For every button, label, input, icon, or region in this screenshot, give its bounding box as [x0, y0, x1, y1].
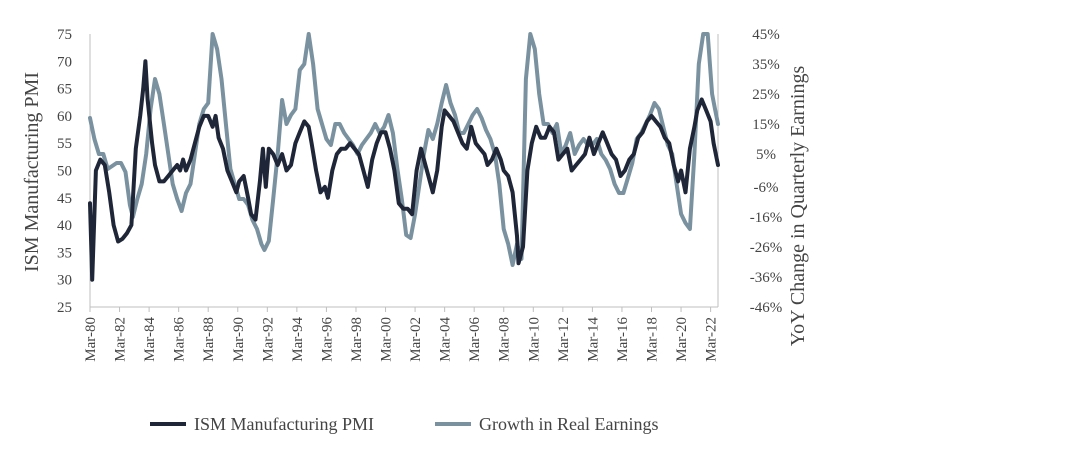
left-tick-label: 75 [57, 27, 72, 43]
left-tick-label: 50 [57, 164, 72, 180]
x-tick-label: Mar-10 [526, 317, 542, 362]
left-tick-label: 55 [57, 136, 72, 152]
series-line-earnings [88, 32, 720, 267]
x-tick-label: Mar-02 [408, 317, 424, 362]
x-tick-label: Mar-88 [201, 317, 217, 362]
left-y-axis-ticks: 25 30 35 40 45 50 55 60 65 70 75 [57, 27, 72, 316]
x-tick-label: Mar-98 [349, 317, 365, 362]
legend-label-earnings: Growth in Real Earnings [479, 414, 658, 434]
right-tick-label: 45% [752, 27, 780, 43]
left-axis-title: ISM Manufacturing PMI [21, 72, 43, 272]
left-tick-label: 70 [57, 54, 72, 70]
x-tick-label: Mar-22 [704, 317, 720, 362]
x-tick-label: Mar-94 [290, 317, 306, 362]
legend-label-pmi: ISM Manufacturing PMI [194, 414, 374, 434]
right-y-axis-ticks: -46% -36% -26% -16% -6% 5% 15% 25% 35% 45% [750, 27, 783, 316]
x-tick-label: Mar-04 [438, 317, 454, 362]
series-layer [88, 32, 720, 282]
legend-item-pmi: ISM Manufacturing PMI [150, 414, 374, 434]
right-tick-label: -6% [754, 180, 779, 196]
x-tick-label: Mar-18 [645, 317, 661, 362]
x-tick-label: Mar-80 [83, 317, 99, 362]
x-tick-label: Mar-84 [142, 317, 158, 362]
x-tick-label: Mar-00 [379, 317, 395, 362]
right-tick-label: 25% [752, 87, 780, 103]
x-axis-ticks: Mar-80 Mar-82 Mar-84 Mar-86 Mar-88 Mar-90 Mar-… [83, 307, 720, 362]
right-tick-label: -26% [750, 240, 783, 256]
right-tick-label: 35% [752, 57, 780, 73]
left-tick-label: 60 [57, 109, 72, 125]
x-tick-label: Mar-16 [615, 317, 631, 362]
left-tick-label: 40 [57, 218, 72, 234]
left-tick-label: 30 [57, 273, 72, 289]
legend: ISM Manufacturing PMI Growth in Real Ear… [150, 414, 658, 434]
x-tick-label: Mar-90 [231, 317, 247, 362]
right-tick-label: -16% [750, 210, 783, 226]
right-tick-label: -36% [750, 270, 783, 286]
left-tick-label: 65 [57, 82, 72, 98]
right-tick-label: 5% [756, 147, 776, 163]
x-tick-label: Mar-96 [319, 317, 335, 362]
left-tick-label: 25 [57, 300, 72, 316]
left-tick-label: 35 [57, 245, 72, 261]
right-tick-label: -46% [750, 300, 783, 316]
x-tick-label: Mar-82 [113, 317, 129, 362]
x-tick-label: Mar-86 [172, 317, 188, 362]
right-tick-label: 15% [752, 117, 780, 133]
x-tick-label: Mar-06 [467, 317, 483, 362]
series-line-pmi [88, 59, 720, 282]
x-tick-label: Mar-12 [556, 317, 572, 362]
legend-item-earnings: Growth in Real Earnings [435, 414, 658, 434]
x-tick-label: Mar-08 [497, 317, 513, 362]
left-tick-label: 45 [57, 191, 72, 207]
x-tick-label: Mar-14 [585, 317, 601, 362]
x-tick-label: Mar-92 [260, 317, 276, 362]
right-axis-title: YoY Change in Quarterly Earnings [787, 66, 809, 347]
x-tick-label: Mar-20 [674, 317, 690, 362]
